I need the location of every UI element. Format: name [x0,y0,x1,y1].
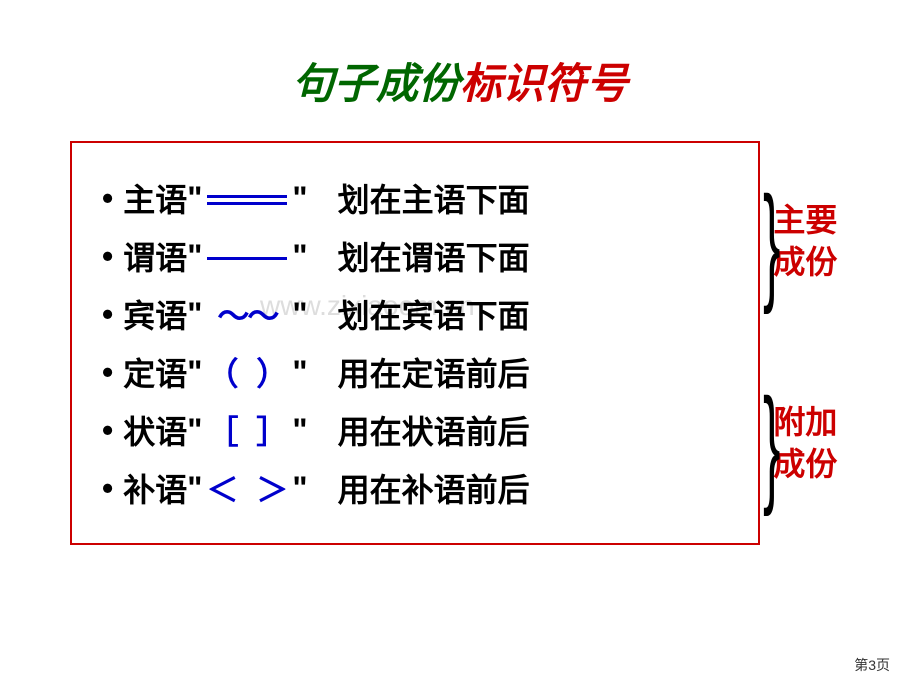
bullet: • [102,238,113,275]
quote-close: " [292,412,307,449]
content-box: • 主语 " " 划在主语下面 • 谓语 " " 划在谓语下面 • 宾语 " ～… [70,141,760,545]
main-category-group: } 主要成份 [770,190,843,294]
quote-open: " [187,354,202,391]
quote-open: " [187,412,202,449]
row-complement: • 补语 " ＜ ＞ " 用在补语前后 [102,465,728,511]
quote-close: " [292,296,307,333]
row-adverbial: • 状语 " ［ ］ " 用在状语前后 [102,407,728,453]
complement-symbol: ＜ ＞ [202,465,292,511]
quote-close: " [292,238,307,275]
page-title: 句子成份标识符号 [0,0,920,141]
row-subject: • 主语 " " 划在主语下面 [102,175,728,221]
row-description: 用在补语前后 [338,465,530,511]
bullet: • [102,470,113,507]
row-description: 划在谓语下面 [338,233,530,279]
bullet: • [102,296,113,333]
row-description: 划在主语下面 [338,175,530,221]
main-category-label: 主要成份 [773,200,843,283]
quote-close: " [292,180,307,217]
quote-open: " [187,238,202,275]
attribute-symbol: （ ） [202,349,292,395]
row-attribute: • 定语 " （ ） " 用在定语前后 [102,349,728,395]
title-main: 句子成份 [292,60,460,107]
quote-close: " [292,470,307,507]
subject-symbol [202,180,292,217]
row-description: 划在宾语下面 [338,291,530,337]
row-description: 用在定语前后 [338,349,530,395]
row-object: • 宾语 " ～～ " 划在宾语下面 [102,291,728,337]
title-sub: 标识符号 [460,62,628,108]
row-predicate: • 谓语 " " 划在谓语下面 [102,233,728,279]
quote-close: " [292,354,307,391]
adverbial-symbol: ［ ］ [202,407,292,453]
row-label: 谓语 [123,233,187,279]
quote-open: " [187,296,202,333]
object-symbol: ～～ [202,291,292,337]
brace-icon: } [763,392,780,496]
bullet: • [102,354,113,391]
content-wrapper: • 主语 " " 划在主语下面 • 谓语 " " 划在谓语下面 • 宾语 " ～… [70,141,860,545]
row-label: 主语 [123,175,187,221]
row-label: 定语 [123,349,187,395]
additional-category-label: 附加成份 [773,402,843,485]
row-label: 宾语 [123,291,187,337]
row-label: 状语 [123,407,187,453]
page-number: 第3页 [854,655,890,675]
bullet: • [102,412,113,449]
predicate-symbol [202,238,292,275]
quote-open: " [187,180,202,217]
category-labels: } 主要成份 } 附加成份 [770,141,843,545]
row-label: 补语 [123,465,187,511]
additional-category-group: } 附加成份 [770,392,843,496]
bullet: • [102,180,113,217]
quote-open: " [187,470,202,507]
row-description: 用在状语前后 [338,407,530,453]
brace-icon: } [763,190,780,294]
